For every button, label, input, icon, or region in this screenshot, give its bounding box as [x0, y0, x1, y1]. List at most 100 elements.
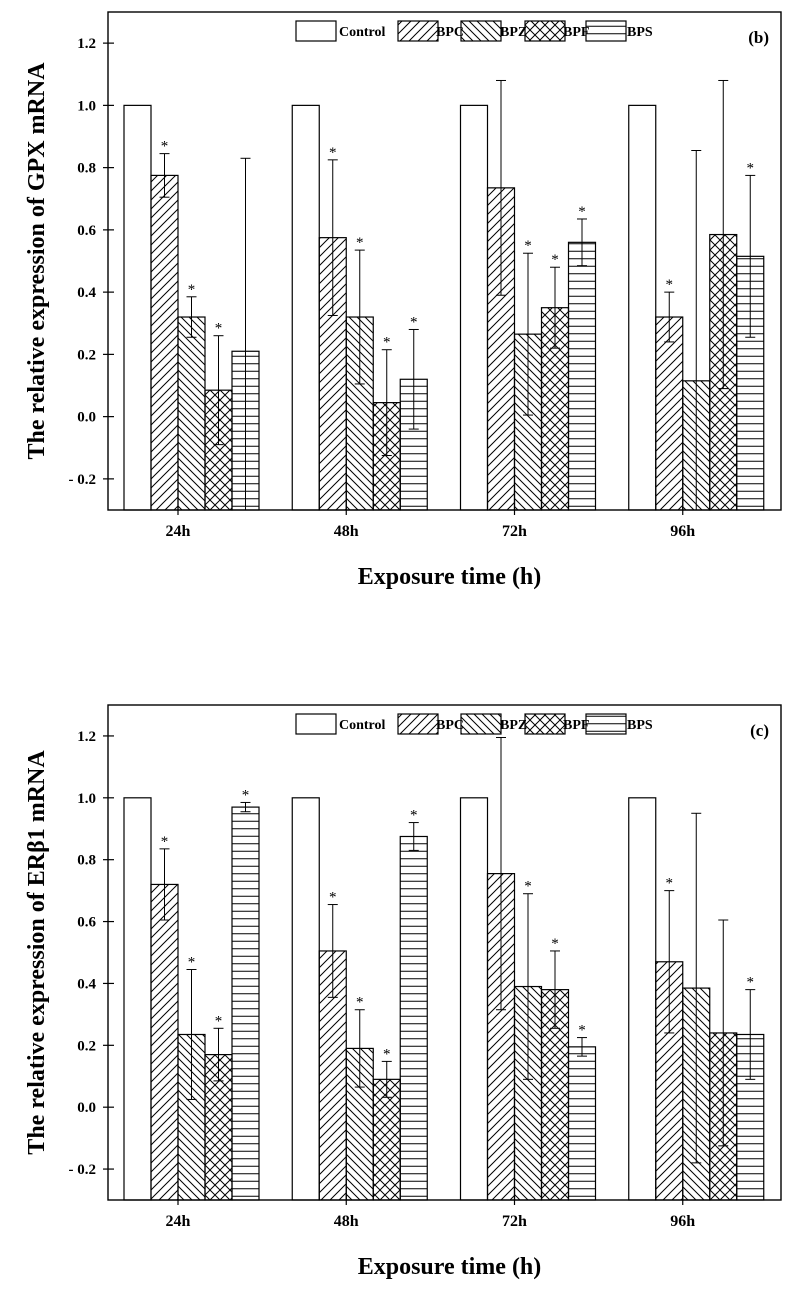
- bar-control-24h: [123, 104, 152, 511]
- significance-marker: *: [161, 139, 169, 155]
- significance-marker: *: [188, 282, 196, 298]
- legend-label-bpz: BPZ: [500, 718, 527, 733]
- panel-label: (b): [748, 28, 769, 47]
- panel-label: (c): [750, 721, 769, 740]
- x-axis: 24h 48h 72h 96h: [166, 1200, 695, 1230]
- y-tick-label: 0.0: [77, 410, 96, 426]
- bar-control-96h: [628, 104, 657, 511]
- chart-panel-2: * * * * * * * * * * * * * - 0.2 0.0 0.2 0.4 0.6 0.8 1.0 1.2 2…: [24, 704, 782, 1280]
- plot-frame: [107, 11, 782, 511]
- significance-marker: *: [356, 235, 364, 251]
- legend-label-control: Control: [339, 718, 386, 733]
- x-tick-label-24h: 24h: [166, 1213, 191, 1230]
- bar-control-96h: [628, 797, 657, 1201]
- x-axis-title: Exposure time (h): [358, 1254, 542, 1280]
- bars: * * * * * * * * * * * *: [123, 79, 765, 511]
- bar-control-72h: [459, 797, 489, 1201]
- x-tick-label-24h: 24h: [166, 523, 191, 540]
- significance-marker: *: [551, 936, 559, 952]
- bar-bps-72h: [567, 1046, 597, 1201]
- bar-bpc-72h: [486, 187, 516, 511]
- x-tick-label-48h: 48h: [334, 523, 359, 540]
- y-tick-label: 1.0: [77, 98, 96, 114]
- bar-bps-48h: [399, 835, 428, 1201]
- significance-marker: *: [161, 834, 169, 850]
- y-tick-label: 1.0: [77, 791, 96, 807]
- significance-marker: *: [578, 204, 586, 220]
- significance-marker: *: [666, 277, 674, 293]
- legend-swatch-bpf: [524, 20, 566, 42]
- significance-marker: *: [524, 238, 532, 254]
- chart-panel-1: * * * * * * * * * * * * - 0.2 0.0 0.2 0.4 0.6 0.8 1.0 1.2 24…: [24, 11, 782, 590]
- significance-marker: *: [410, 314, 418, 330]
- legend-label-bps: BPS: [627, 718, 653, 733]
- y-tick-label: 0.6: [77, 223, 96, 239]
- significance-marker: *: [666, 876, 674, 892]
- bar-control-72h: [459, 104, 489, 511]
- y-tick-label: 0.2: [77, 1038, 96, 1054]
- y-tick-label: - 0.2: [69, 472, 97, 488]
- legend-swatch-bpz: [460, 713, 502, 735]
- significance-marker: *: [578, 1023, 586, 1039]
- significance-marker: *: [410, 808, 418, 824]
- legend-label-bpf: BPF: [563, 718, 589, 733]
- y-tick-label: 0.0: [77, 1100, 96, 1116]
- bar-bpc-24h: [150, 883, 179, 1201]
- significance-marker: *: [383, 335, 391, 351]
- bar-bpc-24h: [150, 174, 179, 511]
- plot-frame: [107, 704, 782, 1201]
- legend-label-bpz: BPZ: [500, 25, 527, 40]
- significance-marker: *: [383, 1046, 391, 1062]
- legend-label-bps: BPS: [627, 25, 653, 40]
- bar-bps-24h: [231, 806, 260, 1201]
- significance-marker: *: [524, 879, 532, 895]
- significance-marker: *: [551, 252, 559, 268]
- significance-marker: *: [356, 995, 364, 1011]
- legend-swatch-bpc: [397, 20, 439, 42]
- y-tick-label: 1.2: [77, 36, 96, 52]
- legend-swatch-bps: [585, 20, 627, 42]
- bar-bps-72h: [567, 241, 597, 511]
- legend-label-bpc: BPC: [436, 718, 464, 733]
- legend-label-bpf: BPF: [563, 25, 589, 40]
- y-tick-label: 0.8: [77, 853, 96, 869]
- y-axis-title: The relative expression of GPX mRNA: [24, 62, 50, 460]
- legend: Control BPC BPZ BPF BPS: [295, 20, 653, 42]
- x-tick-label-96h: 96h: [670, 523, 695, 540]
- legend-swatch-control: [295, 20, 337, 42]
- y-tick-label: 0.8: [77, 161, 96, 177]
- y-tick-label: 1.2: [77, 729, 96, 745]
- y-tick-label: 0.6: [77, 915, 96, 931]
- y-tick-label: 0.4: [77, 976, 96, 992]
- legend: Control BPC BPZ BPF BPS: [295, 713, 653, 735]
- significance-marker: *: [747, 160, 755, 176]
- bar-bpc-96h: [655, 316, 684, 511]
- x-axis: 24h 48h 72h 96h: [166, 510, 695, 540]
- significance-marker: *: [329, 890, 337, 906]
- y-tick-label: 0.2: [77, 347, 96, 363]
- legend-swatch-bpf: [524, 713, 566, 735]
- x-tick-label-48h: 48h: [334, 1213, 359, 1230]
- x-tick-label-96h: 96h: [670, 1213, 695, 1230]
- legend-swatch-bpc: [397, 713, 439, 735]
- legend-label-bpc: BPC: [436, 25, 464, 40]
- bar-bpz-24h: [177, 316, 206, 511]
- y-axis-title: The relative expression of ERβ1 mRNA: [24, 750, 50, 1155]
- bar-control-24h: [123, 797, 152, 1201]
- legend-label-control: Control: [339, 25, 386, 40]
- bar-control-48h: [291, 104, 320, 511]
- x-axis-title: Exposure time (h): [358, 564, 542, 590]
- bars: * * * * * * * * * * * * *: [123, 736, 765, 1201]
- y-tick-label: 0.4: [77, 285, 96, 301]
- x-tick-label-72h: 72h: [502, 523, 527, 540]
- significance-marker: *: [215, 1013, 223, 1029]
- legend-swatch-bpz: [460, 20, 502, 42]
- significance-marker: *: [329, 145, 337, 161]
- bar-control-48h: [291, 797, 320, 1201]
- significance-marker: *: [188, 955, 196, 971]
- y-tick-label: - 0.2: [69, 1162, 97, 1178]
- x-tick-label-72h: 72h: [502, 1213, 527, 1230]
- y-axis: - 0.2 0.0 0.2 0.4 0.6 0.8 1.0 1.2: [69, 36, 114, 488]
- y-axis: - 0.2 0.0 0.2 0.4 0.6 0.8 1.0 1.2: [69, 729, 114, 1178]
